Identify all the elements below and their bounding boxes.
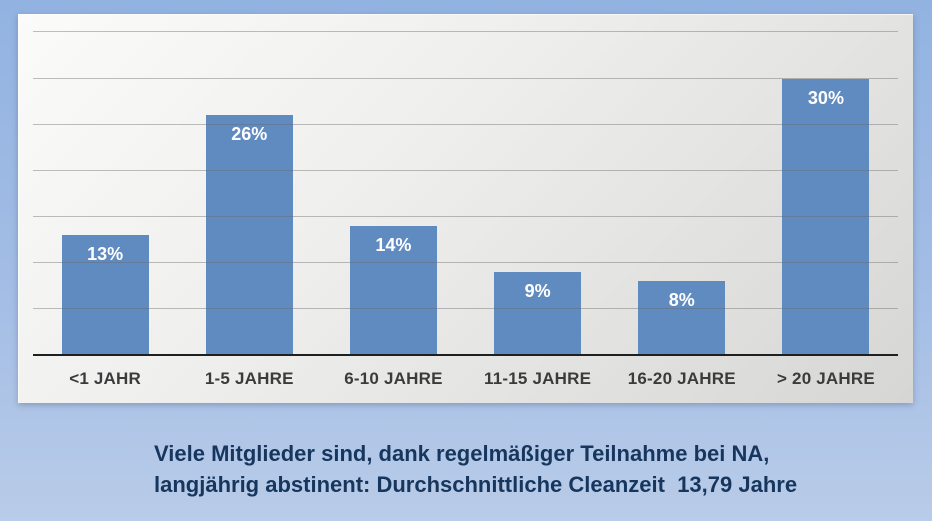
x-axis-label: 16-20 JAHRE [627,369,736,388]
bar-6-10 JAHRE: 14% [349,225,437,355]
caption-line-2: langjährig abstinent: Durchschnittliche … [154,472,798,497]
x-axis-label: > 20 JAHRE [776,369,875,388]
x-axis-label: 11-15 JAHRE [484,369,592,388]
caption: Viele Mitglieder sind, dank regelmäßiger… [154,438,914,500]
gridline-10 [33,261,898,263]
x-axis-line [33,354,898,356]
gridline-5 [33,307,898,309]
bar-16-20 JAHRE: 8% [638,281,726,355]
bar-slot: 13% [33,14,177,355]
bar-value-label: 8% [668,290,695,311]
gridline-30 [33,77,898,79]
bar-<1 JAHR: 13% [61,235,149,355]
caption-line-1: Viele Mitglieder sind, dank regelmäßiger… [154,441,770,466]
bar-value-label: 14% [375,234,412,255]
bar-value-label: 13% [87,244,124,265]
chart-panel: 13% 26% 14% 9% 8% 30% <1 JAHR 1-5 JAHRE 6-10 JA… [18,14,913,403]
bar-series: 13% 26% 14% 9% 8% 30% [33,14,898,355]
x-axis-label: <1 JAHR [69,369,141,388]
bar-1-5 JAHRE: 26% [205,115,293,355]
bar-> 20 JAHRE: 30% [782,78,870,355]
gridline-20 [33,169,898,171]
gridline-35 [33,31,898,33]
bar-11-15 JAHRE: 9% [494,272,582,355]
plot-area: 13% 26% 14% 9% 8% 30% [33,14,898,356]
gridline-25 [33,123,898,125]
x-axis-labels: <1 JAHR 1-5 JAHRE 6-10 JAHRE 11-15 JAHRE 16-… [33,364,898,394]
bar-slot: 9% [466,14,610,355]
x-axis-label: 1-5 JAHRE [204,369,294,388]
bar-value-label: 26% [231,124,268,145]
bar-value-label: 9% [524,281,551,302]
bar-slot: 8% [610,14,754,355]
bar-slot: 14% [321,14,465,355]
bar-value-label: 30% [807,87,844,108]
bar-slot: 26% [177,14,321,355]
bar-slot: 30% [754,14,898,355]
gridline-15 [33,215,898,217]
x-axis-label: 6-10 JAHRE [344,369,443,388]
